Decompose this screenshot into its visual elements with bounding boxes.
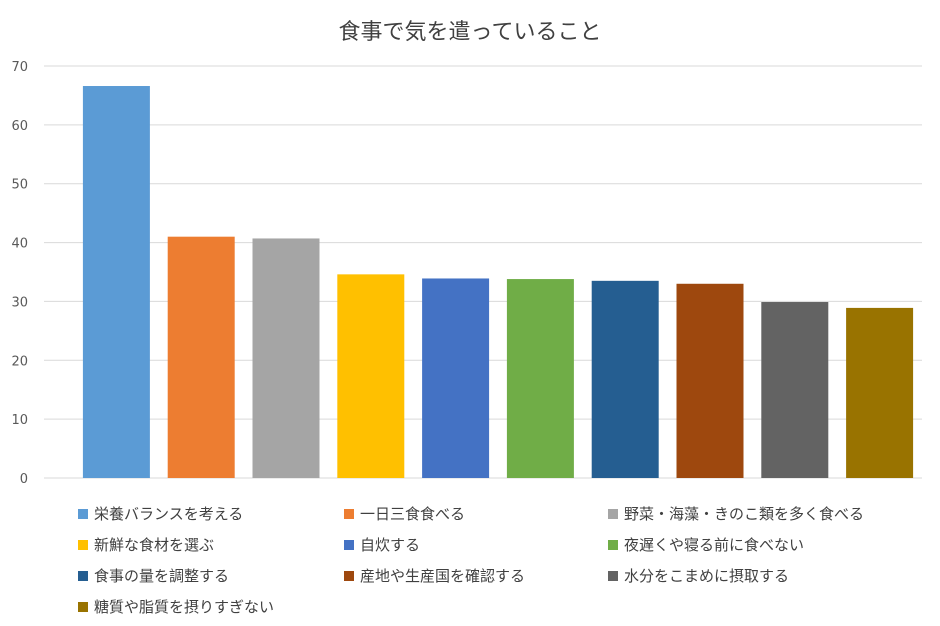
legend-item: 新鮮な食材を選ぶ xyxy=(78,534,214,555)
legend-label: 糖質や脂質を摂りすぎない xyxy=(94,598,275,616)
bar-1 xyxy=(82,86,150,479)
legend-item: 自炊する xyxy=(344,534,420,555)
legend-swatch xyxy=(78,508,88,519)
bar-6 xyxy=(506,279,574,478)
bar-2 xyxy=(167,236,235,478)
legend-swatch xyxy=(78,539,88,550)
bar-9 xyxy=(761,302,829,478)
legend-label: 自炊する xyxy=(360,536,421,554)
legend-label: 野菜・海藻・きのこ類を多く食べる xyxy=(624,505,865,523)
y-tick-label: 60 xyxy=(11,119,28,134)
bar-8 xyxy=(676,283,744,478)
legend-swatch xyxy=(608,570,618,581)
legend-label: 新鮮な食材を選ぶ xyxy=(94,536,215,554)
legend-swatch xyxy=(344,570,354,581)
legend-label: 産地や生産国を確認する xyxy=(360,567,526,585)
legend-item: 糖質や脂質を摂りすぎない xyxy=(78,596,274,617)
legend-item: 水分をこまめに摂取する xyxy=(608,565,789,586)
legend-label: 食事の量を調整する xyxy=(94,567,230,585)
legend-item: 栄養バランスを考える xyxy=(78,503,243,524)
legend-swatch xyxy=(344,539,354,550)
legend-item: 食事の量を調整する xyxy=(78,565,229,586)
legend-swatch xyxy=(608,539,618,550)
legend-swatch xyxy=(608,508,618,519)
chart-title: 食事で気を遣っていること xyxy=(338,20,602,45)
legend-swatch xyxy=(344,508,354,519)
legend-item: 夜遅くや寝る前に食べない xyxy=(608,534,804,555)
legend-item: 産地や生産国を確認する xyxy=(344,565,525,586)
bar-4 xyxy=(337,274,405,478)
legend-item: 一日三食食べる xyxy=(344,503,465,524)
y-tick-label: 10 xyxy=(11,413,28,428)
legend-label: 一日三食食べる xyxy=(360,505,466,523)
legend-item: 野菜・海藻・きのこ類を多く食べる xyxy=(608,503,864,524)
legend-swatch xyxy=(78,570,88,581)
y-tick-label: 50 xyxy=(11,178,28,193)
y-tick-label: 0 xyxy=(20,472,28,487)
y-tick-label: 20 xyxy=(11,354,28,369)
bar-3 xyxy=(252,238,320,478)
legend-label: 夜遅くや寝る前に食べない xyxy=(624,536,805,554)
bar-chart-plot: 0 10 20 30 40 50 60 70 xyxy=(11,60,922,487)
y-tick-label: 40 xyxy=(11,237,28,252)
legend-label: 栄養バランスを考える xyxy=(94,505,244,523)
bar-7 xyxy=(591,280,659,478)
legend-swatch xyxy=(78,601,88,612)
bar-5 xyxy=(422,278,490,478)
y-tick-label: 30 xyxy=(11,295,28,310)
bar-10 xyxy=(846,307,914,478)
legend-label: 水分をこまめに摂取する xyxy=(624,567,790,585)
y-tick-label: 70 xyxy=(11,60,28,75)
